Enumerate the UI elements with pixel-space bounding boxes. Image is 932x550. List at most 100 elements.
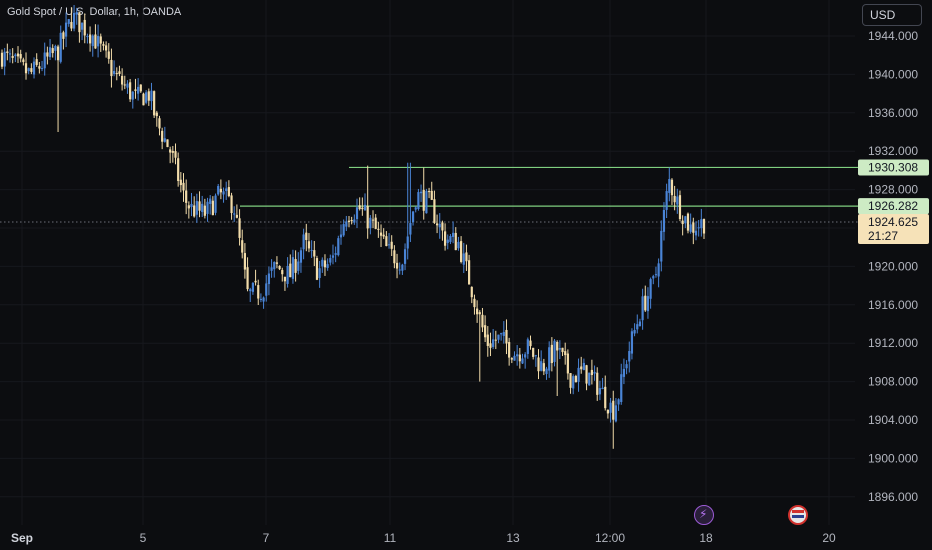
candle[interactable] [401, 263, 404, 275]
candle[interactable] [326, 258, 329, 271]
candle[interactable] [417, 188, 420, 211]
candle[interactable] [692, 217, 695, 245]
candle[interactable] [8, 49, 12, 63]
candle[interactable] [700, 208, 703, 237]
candle[interactable] [668, 167, 671, 202]
candle[interactable] [369, 215, 372, 235]
candle[interactable] [238, 209, 241, 246]
candle[interactable] [88, 26, 92, 52]
candle[interactable] [174, 143, 177, 165]
candle[interactable] [217, 184, 220, 196]
candle[interactable] [286, 257, 289, 288]
candle[interactable] [574, 374, 577, 383]
candle[interactable] [673, 185, 676, 211]
candle[interactable] [201, 195, 204, 218]
candle[interactable] [254, 269, 257, 286]
candle[interactable] [193, 196, 196, 218]
candle[interactable] [259, 293, 263, 303]
candle[interactable] [377, 221, 380, 238]
candle[interactable] [670, 178, 674, 205]
candle[interactable] [230, 192, 233, 220]
candle[interactable] [190, 192, 193, 217]
candle[interactable] [110, 48, 113, 88]
candle[interactable] [414, 206, 417, 213]
candle[interactable] [590, 359, 593, 385]
candle[interactable] [614, 398, 618, 423]
candle[interactable] [339, 224, 343, 245]
candle[interactable] [484, 315, 487, 343]
candle[interactable] [48, 39, 52, 61]
candle[interactable] [430, 181, 433, 201]
candle[interactable] [206, 197, 209, 222]
candle[interactable] [468, 254, 471, 285]
candle[interactable] [652, 274, 655, 285]
candle[interactable] [598, 380, 602, 401]
candle[interactable] [406, 162, 409, 260]
candle[interactable] [454, 227, 457, 251]
candle[interactable] [518, 347, 521, 369]
candle[interactable] [214, 193, 217, 216]
candle[interactable] [494, 330, 497, 350]
candle[interactable] [347, 216, 351, 228]
candle[interactable] [446, 234, 449, 250]
candle[interactable] [622, 358, 626, 385]
candle[interactable] [449, 234, 452, 245]
candle[interactable] [387, 233, 391, 249]
candle[interactable] [27, 67, 30, 75]
candle[interactable] [107, 43, 110, 64]
candle[interactable] [689, 213, 692, 234]
candle[interactable] [118, 65, 121, 77]
candle[interactable] [302, 228, 305, 260]
candle[interactable] [577, 358, 580, 392]
candle[interactable] [457, 236, 460, 251]
candle[interactable] [513, 351, 516, 361]
candle[interactable] [505, 319, 508, 355]
candle[interactable] [628, 341, 631, 373]
candle[interactable] [545, 366, 548, 380]
candle[interactable] [572, 374, 575, 395]
candle[interactable] [665, 183, 668, 219]
candle[interactable] [94, 24, 97, 49]
candle[interactable] [265, 275, 268, 302]
candle[interactable] [582, 358, 585, 371]
candle[interactable] [660, 220, 663, 272]
candle[interactable] [249, 287, 252, 303]
candle[interactable] [289, 254, 292, 278]
candle[interactable] [409, 162, 412, 243]
candle[interactable] [67, 18, 70, 27]
candle[interactable] [694, 221, 698, 241]
candle[interactable] [374, 214, 377, 230]
candle[interactable] [129, 78, 132, 102]
candle[interactable] [278, 265, 281, 271]
candle[interactable] [649, 277, 652, 309]
candle[interactable] [596, 367, 599, 401]
candle[interactable] [104, 41, 108, 58]
candle[interactable] [299, 247, 303, 273]
candle[interactable] [564, 342, 567, 365]
candle[interactable] [612, 390, 615, 449]
candle[interactable] [435, 214, 439, 234]
candle[interactable] [262, 296, 265, 309]
candle[interactable] [235, 204, 238, 219]
candle[interactable] [315, 255, 319, 281]
candle[interactable] [382, 228, 385, 240]
candle[interactable] [96, 24, 100, 58]
candle[interactable] [19, 49, 22, 63]
candle[interactable] [121, 68, 124, 91]
candle[interactable] [131, 90, 134, 109]
candle[interactable] [630, 328, 634, 360]
candle[interactable] [11, 48, 14, 64]
candle[interactable] [219, 179, 222, 200]
candle[interactable] [78, 12, 81, 43]
candle[interactable] [270, 259, 273, 278]
candle[interactable] [638, 318, 642, 327]
candle[interactable] [534, 354, 537, 367]
candle[interactable] [470, 286, 473, 304]
candle[interactable] [620, 363, 623, 405]
candle[interactable] [227, 180, 230, 198]
candle[interactable] [358, 197, 361, 211]
candle[interactable] [489, 332, 492, 357]
candle[interactable] [307, 233, 311, 253]
candle[interactable] [115, 67, 118, 81]
candle[interactable] [14, 53, 17, 63]
